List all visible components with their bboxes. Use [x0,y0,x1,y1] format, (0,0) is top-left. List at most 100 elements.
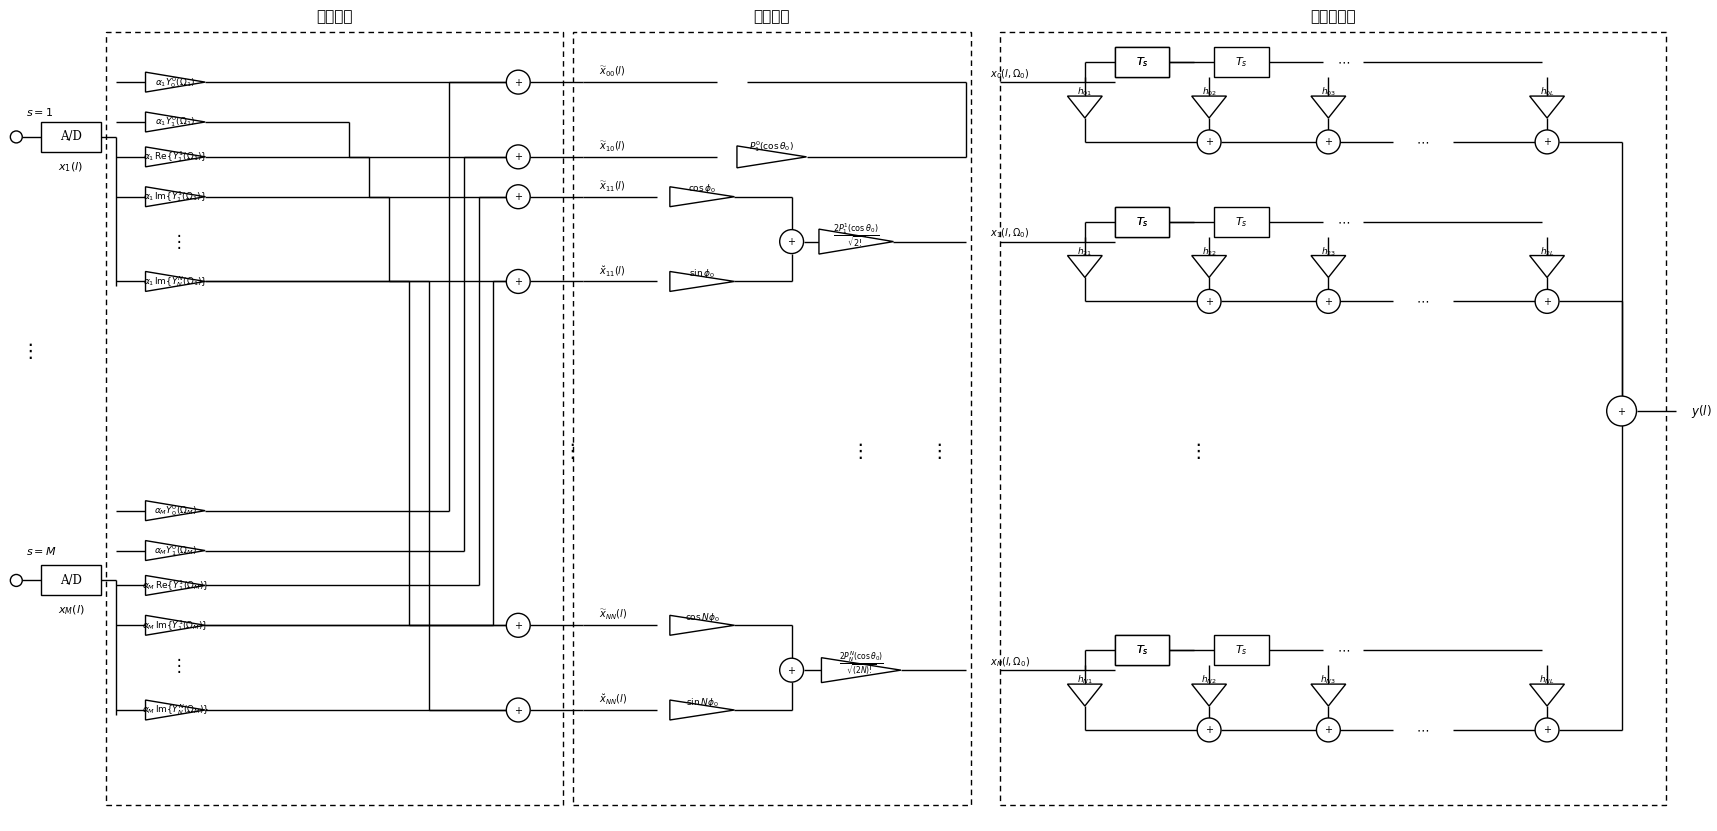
Text: $\alpha_1\,\mathrm{Im}\{Y_1^1(\Omega_1)\}$: $\alpha_1\,\mathrm{Im}\{Y_1^1(\Omega_1)\… [144,189,208,204]
Text: $\vdots$: $\vdots$ [170,232,180,251]
Polygon shape [1530,684,1564,706]
Polygon shape [670,272,735,292]
Text: $x_N(l,\Omega_0)$: $x_N(l,\Omega_0)$ [991,656,1030,669]
Circle shape [1197,289,1221,313]
Text: $+$: $+$ [1205,136,1214,147]
Text: $\widetilde{x}_{NN}(l)$: $\widetilde{x}_{NN}(l)$ [599,608,627,622]
Text: $x_0(l,\Omega_0)$: $x_0(l,\Omega_0)$ [991,67,1030,81]
Text: $h_{23}$: $h_{23}$ [1320,245,1336,258]
Text: $\cdots$: $\cdots$ [1417,295,1429,307]
Text: 谐波变换: 谐波变换 [316,10,352,24]
Text: $T_s$: $T_s$ [1235,643,1248,657]
Text: $\vdots$: $\vdots$ [561,441,575,461]
Text: $\cdots$: $\cdots$ [1338,644,1350,656]
Text: $+$: $+$ [1205,296,1214,307]
Polygon shape [146,700,204,720]
Text: $\breve{x}_{NN}(l)$: $\breve{x}_{NN}(l)$ [599,693,627,707]
Text: $+$: $+$ [513,620,522,631]
Circle shape [1317,130,1341,154]
Polygon shape [146,501,204,521]
Text: A/D: A/D [60,574,82,587]
Polygon shape [1530,96,1564,118]
Text: $h_{N1}$: $h_{N1}$ [1077,674,1092,686]
Polygon shape [146,147,204,167]
Polygon shape [146,72,204,92]
Text: 波束导向: 波束导向 [754,10,790,24]
Circle shape [1535,289,1559,313]
Circle shape [507,70,531,94]
Circle shape [507,184,531,209]
Polygon shape [737,146,807,168]
Text: $\widetilde{x}_{00}(l)$: $\widetilde{x}_{00}(l)$ [599,65,627,79]
Circle shape [1607,396,1636,426]
Text: $\vdots$: $\vdots$ [850,441,862,461]
Polygon shape [1192,256,1226,278]
Polygon shape [670,700,735,720]
Text: $\alpha_M\,\mathrm{Im}\{Y_N^N(\Omega_M)\}$: $\alpha_M\,\mathrm{Im}\{Y_N^N(\Omega_M)\… [143,702,209,717]
Polygon shape [1068,96,1102,118]
Text: $+$: $+$ [1542,725,1552,735]
Bar [1114,207,1169,237]
Circle shape [1317,289,1341,313]
Text: $P_1^0(\cos\theta_0)$: $P_1^0(\cos\theta_0)$ [749,140,795,155]
Text: $y(l)$: $y(l)$ [1691,402,1712,420]
Text: $\cdots$: $\cdots$ [1338,215,1350,229]
Polygon shape [1530,256,1564,278]
Text: 波束图合成: 波束图合成 [1310,10,1356,24]
Text: $x_M(l)$: $x_M(l)$ [58,603,84,617]
Text: $h_{02}$: $h_{02}$ [1202,86,1217,98]
Text: $\breve{x}_{11}(l)$: $\breve{x}_{11}(l)$ [599,264,627,278]
Polygon shape [1192,684,1226,706]
Text: $\vdots$: $\vdots$ [21,342,33,361]
Text: $T_s$: $T_s$ [1135,214,1149,229]
Text: $\dfrac{2P_1^1(\cos\theta_0)}{\sqrt{2!}}$: $\dfrac{2P_1^1(\cos\theta_0)}{\sqrt{2!}}… [833,221,879,248]
Polygon shape [146,187,204,207]
Text: $\cdots$: $\cdots$ [1417,724,1429,736]
Bar [1001,32,1665,804]
Text: $\vdots$: $\vdots$ [170,656,180,675]
Text: $\alpha_M Y_0^0(\Omega_M)$: $\alpha_M Y_0^0(\Omega_M)$ [155,504,197,519]
Text: $h_{N2}$: $h_{N2}$ [1202,674,1217,686]
Circle shape [507,613,531,637]
Text: A/D: A/D [60,130,82,144]
Polygon shape [670,615,735,635]
Polygon shape [146,541,204,561]
Circle shape [1535,718,1559,742]
Text: $+$: $+$ [786,665,797,676]
Circle shape [507,698,531,722]
Text: $\vdots$: $\vdots$ [1188,441,1200,461]
Text: $\cdots$: $\cdots$ [1338,56,1350,69]
Text: $h_{22}$: $h_{22}$ [1202,245,1217,258]
Text: $\alpha_1 Y_0^0(\Omega_1)$: $\alpha_1 Y_0^0(\Omega_1)$ [155,75,196,90]
Circle shape [1535,130,1559,154]
Bar [41,122,101,152]
Text: $+$: $+$ [1205,725,1214,735]
Polygon shape [1068,684,1102,706]
Text: $T_s$: $T_s$ [1135,643,1149,657]
Text: $\cos N\phi_0$: $\cos N\phi_0$ [685,611,719,624]
Text: $+$: $+$ [1542,296,1552,307]
Bar [1214,635,1269,665]
Text: $\cos\phi_0$: $\cos\phi_0$ [689,182,716,195]
Circle shape [780,229,804,253]
Polygon shape [1312,256,1346,278]
Text: $\sin N\phi_0$: $\sin N\phi_0$ [685,696,718,709]
Text: $\alpha_M\,\mathrm{Re}\{Y_1^1(\Omega_M)\}$: $\alpha_M\,\mathrm{Re}\{Y_1^1(\Omega_M)\… [143,578,209,593]
Text: $\alpha_M\,\mathrm{Im}\{Y_1^1(\Omega_M)\}$: $\alpha_M\,\mathrm{Im}\{Y_1^1(\Omega_M)\… [143,617,209,632]
Polygon shape [146,272,204,292]
Text: $T_s$: $T_s$ [1135,56,1149,69]
Bar [1114,635,1169,665]
Text: $h_{01}$: $h_{01}$ [1077,86,1092,98]
Text: $h_{0L}$: $h_{0L}$ [1540,86,1554,98]
Circle shape [780,658,804,682]
Polygon shape [1312,684,1346,706]
Bar [1114,207,1169,237]
Text: $T_s$: $T_s$ [1135,643,1149,657]
Text: $h_{NL}$: $h_{NL}$ [1538,674,1556,686]
Text: $+$: $+$ [1324,725,1332,735]
Text: $\alpha_1\,\mathrm{Im}\{Y_N^N(\Omega_1)\}$: $\alpha_1\,\mathrm{Im}\{Y_N^N(\Omega_1)\… [143,274,208,289]
Polygon shape [670,187,735,207]
Text: $h_{03}$: $h_{03}$ [1320,86,1336,98]
Polygon shape [1068,256,1102,278]
Text: $+$: $+$ [786,236,797,247]
